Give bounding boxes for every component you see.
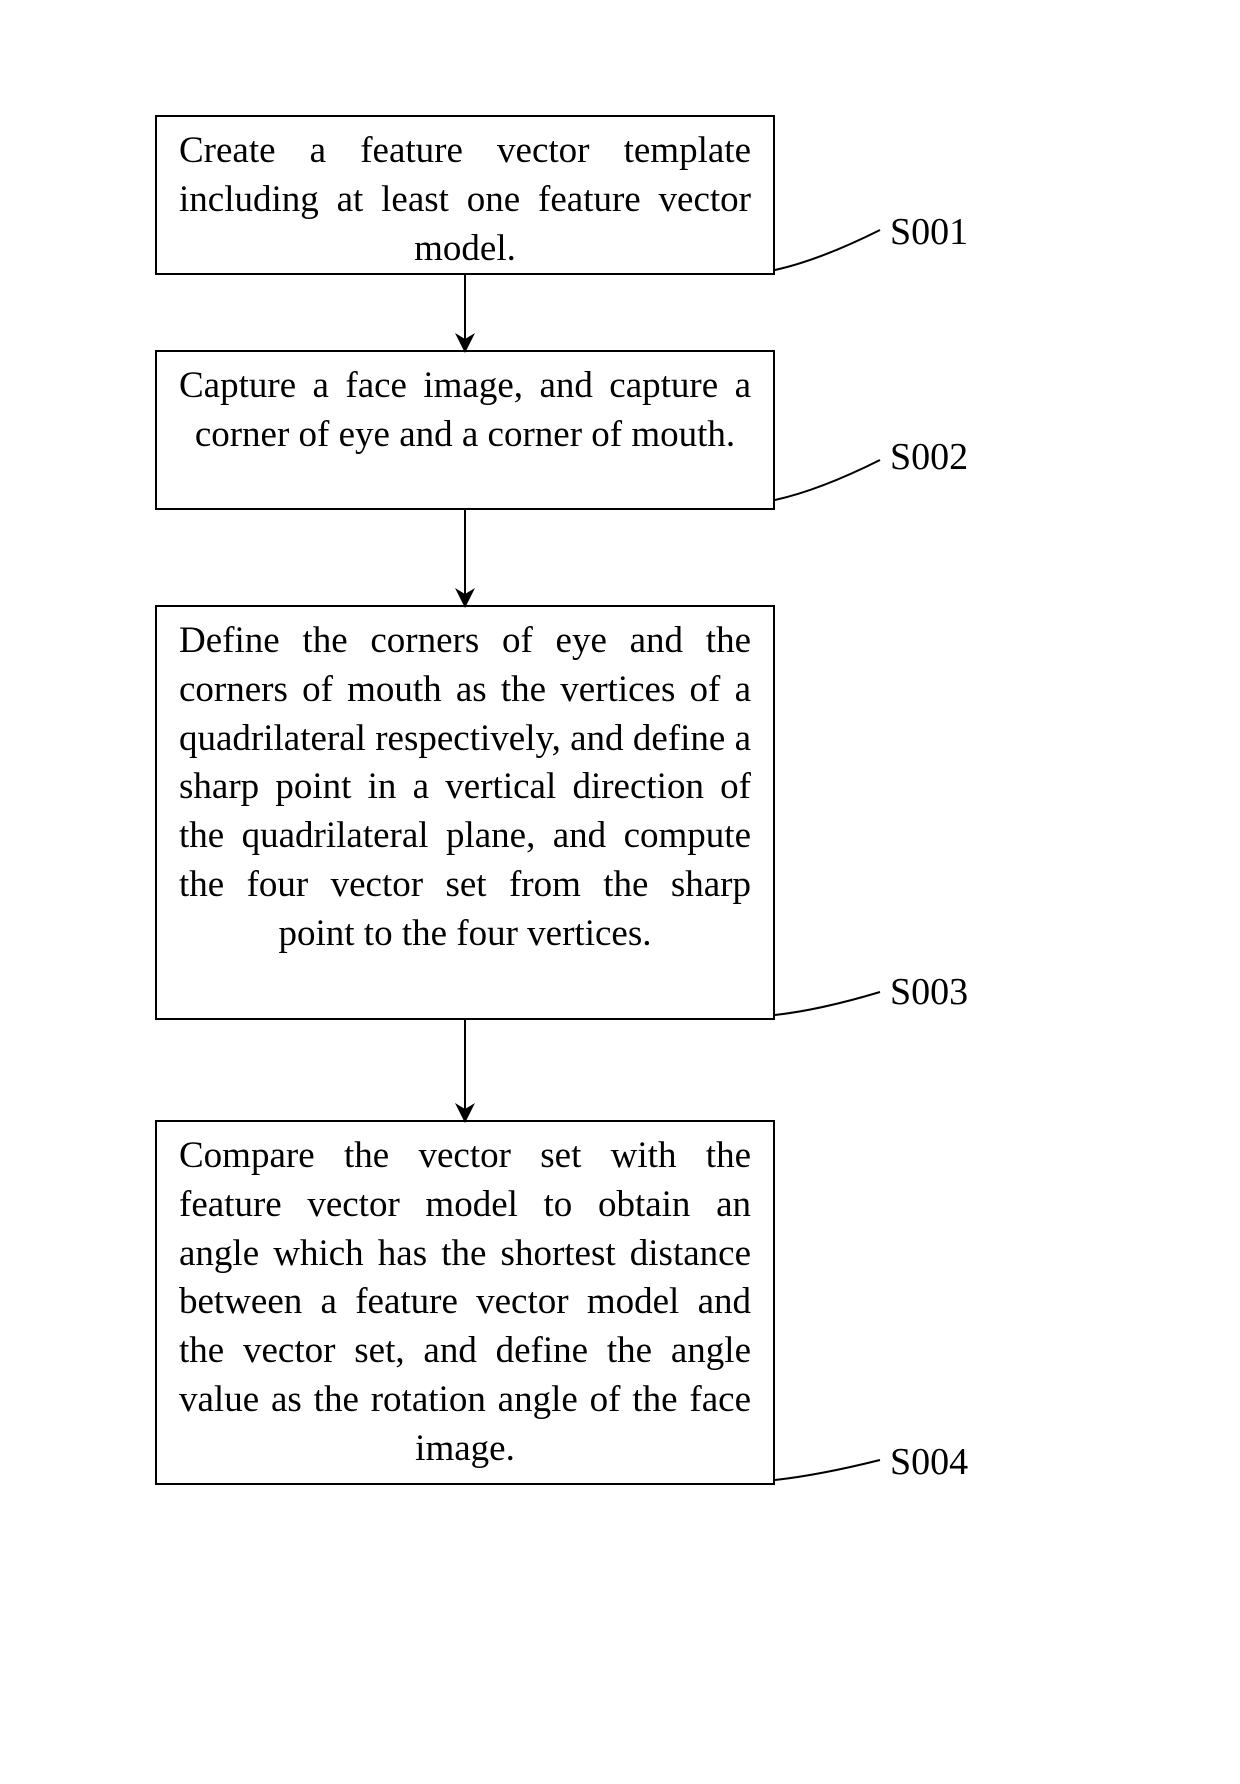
flowchart-step-s001: Create a feature vector template includi… [155,115,775,275]
flowchart-step-label-s001: S001 [890,210,968,254]
flowchart-step-text: Compare the vector set with the feature … [179,1135,751,1469]
flowchart-step-s002: Capture a face image, and capture a corn… [155,350,775,510]
callout-s004 [775,1460,880,1480]
callout-s002 [775,460,880,500]
flowchart-step-s003: Define the corners of eye and the corner… [155,605,775,1020]
flowchart-canvas: { "flowchart": { "type": "flowchart", "b… [0,0,1240,1784]
flowchart-step-s004: Compare the vector set with the feature … [155,1120,775,1485]
flowchart-step-text: Create a feature vector template includi… [179,130,751,269]
flowchart-step-text: Capture a face image, and capture a corn… [179,365,751,455]
flowchart-step-label-s002: S002 [890,435,968,479]
flowchart-step-text: Define the corners of eye and the corner… [179,620,751,954]
flowchart-step-label-s004: S004 [890,1440,968,1484]
callout-s001 [775,230,880,270]
flowchart-step-label-s003: S003 [890,970,968,1014]
callout-s003 [775,992,880,1015]
